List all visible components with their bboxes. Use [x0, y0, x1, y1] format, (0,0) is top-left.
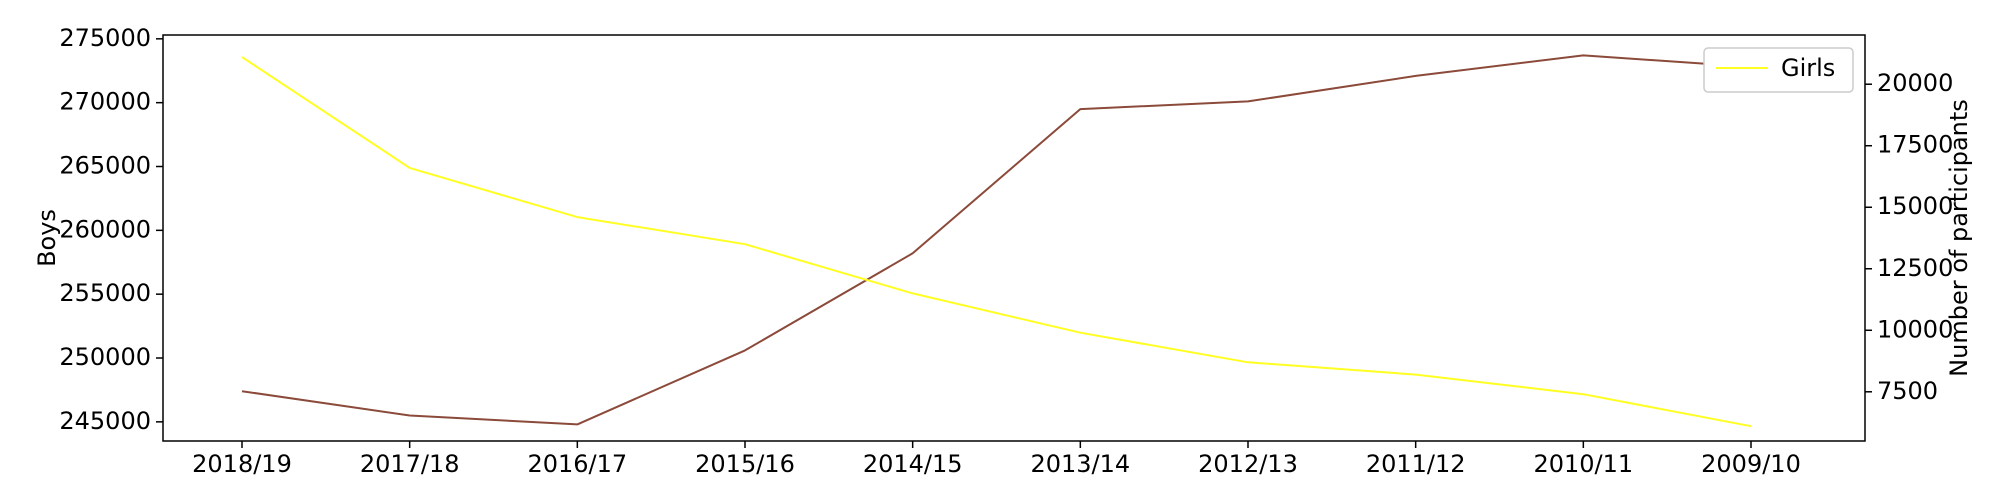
- x-tick-label: 2018/19: [192, 450, 292, 478]
- legend-girls-label: Girls: [1781, 54, 1835, 82]
- x-tick-label: 2012/13: [1198, 450, 1298, 478]
- left-tick-label: 250000: [59, 343, 151, 371]
- legend: Girls: [1703, 47, 1854, 93]
- left-axis-title: Boys: [33, 209, 61, 267]
- series-lines: [241, 54, 1752, 428]
- left-tick-label: 245000: [59, 407, 151, 435]
- right-tick-label: 15000: [1877, 192, 1953, 220]
- right-tick-label: 17500: [1877, 131, 1953, 159]
- right-tick-label: 12500: [1877, 254, 1953, 282]
- right-axis-title: Number of participants: [1945, 99, 1973, 377]
- x-tick-label: 2014/15: [863, 450, 963, 478]
- right-tick-label: 10000: [1877, 315, 1953, 343]
- left-tick-label: 260000: [59, 215, 151, 243]
- left-tick-label: 255000: [59, 279, 151, 307]
- x-tick-label: 2015/16: [695, 450, 795, 478]
- left-tick-label: 270000: [59, 88, 151, 116]
- right-y-axis: 7500 10000 12500 15000 17500 20000: [1865, 69, 1953, 405]
- x-tick-label: 2017/18: [360, 450, 460, 478]
- x-tick-label: 2016/17: [527, 450, 627, 478]
- legend-box: [1703, 47, 1854, 93]
- left-y-axis: 245000 250000 255000 260000 265000 270000 2750…: [59, 24, 163, 435]
- x-tick-label: 2011/12: [1366, 450, 1466, 478]
- x-tick-label: 2009/10: [1701, 450, 1801, 478]
- x-tick-label: 2013/14: [1030, 450, 1130, 478]
- right-tick-label: 7500: [1877, 377, 1938, 405]
- series-line-girls: [241, 56, 1752, 428]
- right-tick-label: 20000: [1877, 69, 1953, 97]
- plot-area: [162, 34, 1866, 442]
- left-tick-label: 275000: [59, 24, 151, 52]
- left-tick-label: 265000: [59, 152, 151, 180]
- series-line-boys: [241, 54, 1752, 426]
- x-axis: 2018/19 2017/18 2016/17 2015/16 2014/15 2013/…: [192, 441, 1801, 478]
- x-tick-label: 2010/11: [1533, 450, 1633, 478]
